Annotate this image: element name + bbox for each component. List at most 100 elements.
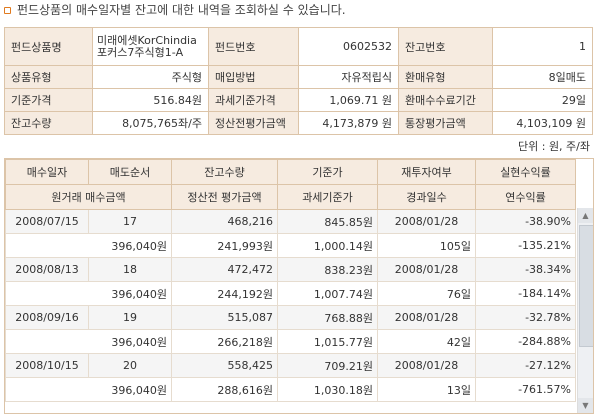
info-label: 잔고번호 bbox=[398, 27, 493, 66]
table-cell: 768.88원 bbox=[277, 305, 378, 330]
info-row: 기준가격 516.84원 과세기준가격 1,069.71 원 환매수수료기간 29일 bbox=[4, 88, 593, 112]
table-cell: -38.34% bbox=[475, 257, 576, 282]
table-cell: 2008/01/28 bbox=[377, 257, 476, 282]
column-header: 매도순서 bbox=[88, 159, 172, 185]
table-cell: 396,040원 bbox=[5, 233, 172, 258]
header-row: 매수일자 매도순서 잔고수량 기준가 재투자여부 실현수익률 bbox=[5, 159, 576, 185]
info-label: 통장평가금액 bbox=[398, 111, 493, 135]
info-value: 8,075,765좌/주 bbox=[92, 111, 209, 135]
table-cell: -284.88% bbox=[475, 329, 576, 354]
table-cell: 472,472 bbox=[171, 257, 278, 282]
column-header: 기준가 bbox=[277, 159, 378, 185]
table-cell: 105일 bbox=[377, 233, 476, 258]
column-header: 과세기준가 bbox=[277, 184, 378, 210]
table-cell: -27.12% bbox=[475, 353, 576, 378]
table-cell: 2008/08/13 bbox=[5, 257, 89, 282]
table-cell: 515,087 bbox=[171, 305, 278, 330]
table-cell: 396,040원 bbox=[5, 329, 172, 354]
table-cell: 288,616원 bbox=[171, 377, 278, 402]
table-cell: -32.78% bbox=[475, 305, 576, 330]
info-label: 환매유형 bbox=[398, 65, 493, 89]
bullet-icon bbox=[4, 6, 11, 14]
info-label: 펀드상품명 bbox=[4, 27, 93, 66]
info-value: 8일매도 bbox=[492, 65, 593, 89]
table-cell: 244,192원 bbox=[171, 281, 278, 306]
table-cell: 1,000.14원 bbox=[277, 233, 378, 258]
info-row: 펀드상품명 미래에셋KorChindia 포커스7주식형1-A 펀드번호 060253… bbox=[4, 27, 593, 66]
scroll-up-icon[interactable]: ▲ bbox=[578, 208, 593, 223]
balance-history-grid: 매수일자 매도순서 잔고수량 기준가 재투자여부 실현수익률 원거래 매수금액 정산전 평가금… bbox=[4, 158, 594, 414]
info-label: 기준가격 bbox=[4, 88, 93, 112]
table-row: 396,040원 244,192원 1,007.74원 76일 -184.14% bbox=[5, 281, 576, 306]
table-cell: 558,425 bbox=[171, 353, 278, 378]
info-value: 1 bbox=[492, 27, 593, 66]
page-title: 펀드상품의 매수일자별 잔고에 대한 내역을 조회하실 수 있습니다. bbox=[0, 0, 346, 20]
table-cell: 2008/07/15 bbox=[5, 209, 89, 234]
table-cell: 845.85원 bbox=[277, 209, 378, 234]
table-cell: -184.14% bbox=[475, 281, 576, 306]
table-cell: 1,015.77원 bbox=[277, 329, 378, 354]
info-value: 0602532 bbox=[298, 27, 399, 66]
vertical-scrollbar[interactable]: ▲ ▼ bbox=[577, 208, 593, 413]
header-row: 원거래 매수금액 정산전 평가금액 과세기준가 경과일수 연수익률 bbox=[5, 184, 576, 210]
info-value: 미래에셋KorChindia 포커스7주식형1-A bbox=[92, 27, 209, 66]
table-row: 2008/07/15 17 468,216 845.85원 2008/01/28 -38.… bbox=[5, 209, 576, 234]
column-header: 잔고수량 bbox=[171, 159, 278, 185]
table-cell: 468,216 bbox=[171, 209, 278, 234]
info-value: 4,173,879 원 bbox=[298, 111, 399, 135]
info-value: 29일 bbox=[492, 88, 593, 112]
info-value: 주식형 bbox=[92, 65, 209, 89]
table-cell: 13일 bbox=[377, 377, 476, 402]
table-cell: 76일 bbox=[377, 281, 476, 306]
table-cell: 17 bbox=[88, 209, 172, 234]
table-cell: 2008/09/16 bbox=[5, 305, 89, 330]
table-cell: -38.90% bbox=[475, 209, 576, 234]
table-cell: 2008/01/28 bbox=[377, 209, 476, 234]
table-cell: 1,030.18원 bbox=[277, 377, 378, 402]
table-cell: -761.57% bbox=[475, 377, 576, 402]
info-row: 상품유형 주식형 매입방법 자유적립식 환매유형 8일매도 bbox=[4, 65, 593, 89]
column-header: 연수익률 bbox=[475, 184, 576, 210]
table-cell: 2008/10/15 bbox=[5, 353, 89, 378]
table-cell: 20 bbox=[88, 353, 172, 378]
info-row: 잔고수량 8,075,765좌/주 정산전평가금액 4,173,879 원 통장평가금액… bbox=[4, 111, 593, 135]
info-label: 과세기준가격 bbox=[208, 88, 299, 112]
column-header: 경과일수 bbox=[377, 184, 476, 210]
table-cell: 266,218원 bbox=[171, 329, 278, 354]
table-cell: 396,040원 bbox=[5, 377, 172, 402]
column-header: 실현수익률 bbox=[475, 159, 576, 185]
table-row: 396,040원 241,993원 1,000.14원 105일 -135.21% bbox=[5, 233, 576, 258]
info-label: 상품유형 bbox=[4, 65, 93, 89]
table-row: 2008/08/13 18 472,472 838.23원 2008/01/28 -38.… bbox=[5, 257, 576, 282]
info-value: 자유적립식 bbox=[298, 65, 399, 89]
info-label: 매입방법 bbox=[208, 65, 299, 89]
table-row: 396,040원 288,616원 1,030.18원 13일 -761.57% bbox=[5, 377, 576, 402]
unit-label: 단위 : 원, 주/좌 bbox=[518, 140, 590, 153]
column-header: 정산전 평가금액 bbox=[171, 184, 278, 210]
table-row: 2008/10/15 20 558,425 709.21원 2008/01/28 -27.… bbox=[5, 353, 576, 378]
column-header: 재투자여부 bbox=[377, 159, 476, 185]
table-row: 2008/09/16 19 515,087 768.88원 2008/01/28 -32.… bbox=[5, 305, 576, 330]
table-cell: 18 bbox=[88, 257, 172, 282]
table-cell: 2008/01/28 bbox=[377, 353, 476, 378]
table-cell: 1,007.74원 bbox=[277, 281, 378, 306]
info-value: 1,069.71 원 bbox=[298, 88, 399, 112]
table-cell: 42일 bbox=[377, 329, 476, 354]
table-cell: 396,040원 bbox=[5, 281, 172, 306]
info-label: 펀드번호 bbox=[208, 27, 299, 66]
info-label: 잔고수량 bbox=[4, 111, 93, 135]
fund-info-table: 펀드상품명 미래에셋KorChindia 포커스7주식형1-A 펀드번호 060253… bbox=[4, 27, 593, 135]
info-value: 4,103,109 원 bbox=[492, 111, 593, 135]
table-cell: 2008/01/28 bbox=[377, 305, 476, 330]
scroll-thumb[interactable] bbox=[579, 225, 593, 347]
table-cell: 241,993원 bbox=[171, 233, 278, 258]
column-header: 매수일자 bbox=[5, 159, 89, 185]
table-cell: 709.21원 bbox=[277, 353, 378, 378]
title-text: 펀드상품의 매수일자별 잔고에 대한 내역을 조회하실 수 있습니다. bbox=[17, 3, 346, 17]
table-cell: -135.21% bbox=[475, 233, 576, 258]
table-cell: 838.23원 bbox=[277, 257, 378, 282]
info-label: 환매수수료기간 bbox=[398, 88, 493, 112]
info-value: 516.84원 bbox=[92, 88, 209, 112]
scroll-down-icon[interactable]: ▼ bbox=[578, 398, 593, 413]
table-row: 396,040원 266,218원 1,015.77원 42일 -284.88% bbox=[5, 329, 576, 354]
